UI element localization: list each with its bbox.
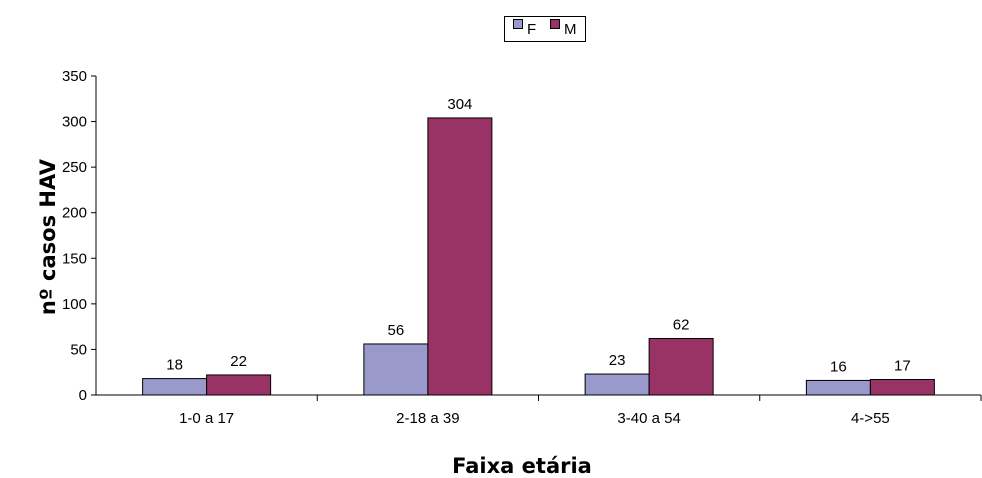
y-tick-label: 50 (70, 341, 87, 358)
y-tick-label: 200 (62, 205, 87, 222)
y-tick-label: 100 (62, 296, 87, 313)
y-tick-label: 150 (62, 250, 87, 267)
y-tick-label: 350 (62, 68, 87, 85)
legend-swatch-f (513, 19, 523, 29)
data-label: 56 (388, 322, 405, 339)
y-tick-label: 300 (62, 114, 87, 131)
bar-f (363, 343, 429, 396)
y-axis-title: nº casos HAV (36, 158, 60, 316)
data-label: 23 (609, 352, 626, 369)
bar-m (206, 374, 272, 396)
data-label: 18 (166, 357, 183, 374)
legend-swatch-m (550, 19, 560, 29)
y-tick-label: 0 (79, 387, 87, 404)
data-label: 16 (830, 358, 847, 375)
bar-m (869, 379, 935, 396)
data-label: 304 (447, 96, 472, 113)
x-axis-title: Faixa etária (452, 454, 592, 478)
data-label: 62 (673, 316, 690, 333)
bar-f (805, 379, 871, 396)
bar-f (584, 373, 650, 396)
data-label: 22 (230, 353, 247, 370)
bar-m (648, 337, 714, 396)
x-tick-label: 1-0 a 17 (179, 410, 234, 427)
legend: F M (504, 16, 586, 42)
x-tick-label: 4->55 (851, 410, 890, 427)
x-tick-label: 2-18 a 39 (396, 410, 459, 427)
y-tick-label: 250 (62, 159, 87, 176)
bar-m (427, 117, 493, 396)
data-label: 17 (894, 358, 911, 375)
x-tick-label: 3-40 a 54 (617, 410, 680, 427)
bar-f (142, 378, 208, 396)
legend-label-f: F (527, 21, 537, 38)
legend-label-m: M (564, 21, 577, 38)
